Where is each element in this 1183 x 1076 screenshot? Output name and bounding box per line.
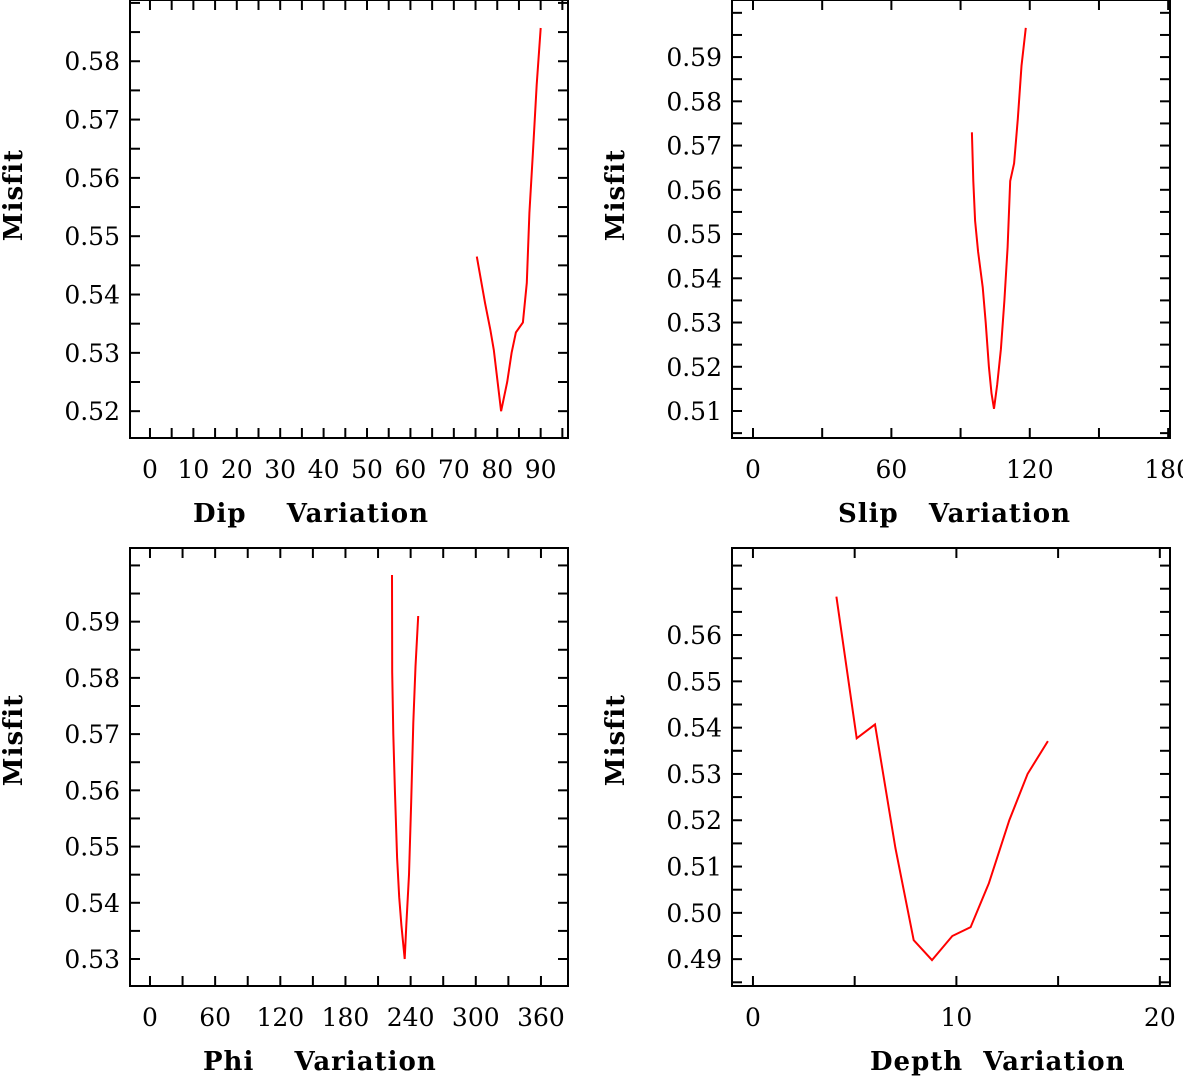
x-tick-label: 180 — [1144, 455, 1183, 484]
plot-frame — [731, 547, 1171, 987]
y-tick-label: 0.56 — [64, 164, 120, 193]
x-tick-label: 30 — [264, 455, 296, 484]
y-tick-label: 0.53 — [666, 760, 722, 789]
x-tick-label: 10 — [940, 1003, 972, 1032]
misfit-series-line — [970, 27, 1027, 409]
x-tick-label: 60 — [875, 455, 907, 484]
y-tick-label: 0.52 — [64, 397, 120, 426]
y-tick-label: 0.59 — [666, 43, 722, 72]
y-tick-label: 0.56 — [64, 776, 120, 805]
x-tick-label: 10 — [177, 455, 209, 484]
x-tick-label: 60 — [199, 1003, 231, 1032]
y-tick-label: 0.57 — [64, 106, 120, 135]
x-tick-label: 300 — [452, 1003, 500, 1032]
y-tick-label: 0.52 — [666, 806, 722, 835]
y-tick-label: 0.54 — [64, 889, 120, 918]
x-tick-label: 20 — [1144, 1003, 1176, 1032]
y-tick-label: 0.56 — [666, 176, 722, 205]
y-tick-label: 0.53 — [666, 309, 722, 338]
panel-phi: 0 60 120 180 240 300 360 0.53 0.54 0.55 0.56 0.57 0.… — [0, 547, 569, 1076]
x-axis-label: Slip Variation — [838, 499, 1071, 529]
misfit-series-line — [391, 574, 420, 960]
panel-depth: 0 10 20 0.49 0.50 0.51 0.52 0.53 0.54 0.55 0.56 Dep… — [601, 547, 1176, 1076]
y-tick-label: 0.58 — [64, 664, 120, 693]
y-tick-label: 0.55 — [666, 667, 722, 696]
misfit-series-line — [475, 27, 542, 412]
x-tick-label: 0 — [142, 1003, 158, 1032]
y-tick-label: 0.54 — [64, 281, 120, 310]
y-axis-label: Misfit — [0, 694, 29, 786]
x-tick-label: 0 — [745, 1003, 761, 1032]
plot-frame — [129, 547, 569, 987]
x-tick-label: 180 — [322, 1003, 370, 1032]
y-tick-label: 0.57 — [64, 720, 120, 749]
y-tick-label: 0.54 — [666, 714, 722, 743]
x-tick-label: 0 — [142, 455, 158, 484]
x-tick-label: 80 — [481, 455, 513, 484]
y-axis-label: Misfit — [0, 149, 29, 241]
x-axis-label: Dip Variation — [193, 499, 429, 529]
x-tick-label: 60 — [395, 455, 427, 484]
x-axis-label: Depth Variation — [870, 1047, 1125, 1076]
x-tick-label: 120 — [256, 1003, 304, 1032]
y-tick-label: 0.58 — [64, 47, 120, 76]
x-tick-label: 20 — [221, 455, 253, 484]
x-tick-label: 0 — [745, 455, 761, 484]
y-axis-label: Misfit — [601, 694, 631, 786]
y-tick-label: 0.57 — [666, 132, 722, 161]
y-tick-label: 0.51 — [666, 853, 722, 882]
y-tick-label: 0.56 — [666, 621, 722, 650]
x-tick-label: 120 — [1006, 455, 1054, 484]
panel-slip: 0 60 120 180 0.51 0.52 0.53 0.54 0.55 0.56 0.57 0.5… — [601, 0, 1183, 529]
x-tick-label: 90 — [525, 455, 557, 484]
y-tick-label: 0.55 — [666, 220, 722, 249]
y-tick-label: 0.49 — [666, 945, 722, 974]
y-tick-label: 0.58 — [666, 87, 722, 116]
y-tick-label: 0.55 — [64, 833, 120, 862]
y-tick-label: 0.52 — [666, 353, 722, 382]
y-tick-label: 0.54 — [666, 264, 722, 293]
y-tick-label: 0.50 — [666, 899, 722, 928]
plot-frame — [731, 0, 1171, 439]
y-axis-label: Misfit — [601, 149, 631, 241]
panel-dip: 0 10 20 30 40 50 60 70 80 90 0.52 0.53 0.54 0.55 0.56 0… — [0, 0, 569, 529]
x-tick-label: 50 — [351, 455, 383, 484]
x-tick-label: 40 — [308, 455, 340, 484]
plot-frame — [129, 0, 569, 439]
x-axis-label: Phi Variation — [203, 1047, 437, 1076]
misfit-series-line — [835, 596, 1049, 962]
x-tick-label: 360 — [517, 1003, 565, 1032]
x-tick-label: 240 — [387, 1003, 435, 1032]
y-tick-label: 0.59 — [64, 608, 120, 637]
y-tick-label: 0.53 — [64, 945, 120, 974]
y-tick-label: 0.55 — [64, 222, 120, 251]
x-tick-label: 70 — [438, 455, 470, 484]
y-tick-label: 0.51 — [666, 397, 722, 426]
y-tick-label: 0.53 — [64, 339, 120, 368]
